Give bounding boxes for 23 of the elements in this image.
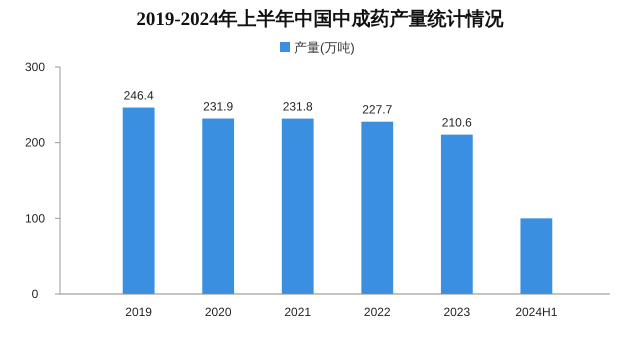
y-tick-label: 300	[24, 60, 46, 74]
x-tick-label: 2024H1	[515, 305, 558, 319]
bar	[282, 118, 314, 294]
bar	[440, 134, 473, 294]
x-tick-label: 2021	[284, 305, 312, 319]
bar	[361, 122, 394, 294]
data-label: 231.8	[282, 100, 314, 114]
data-label: 246.4	[124, 88, 154, 103]
y-tick-label: 100	[24, 211, 46, 226]
x-tick-label: 2019	[125, 305, 152, 319]
data-label: 231.9	[203, 100, 234, 114]
bar	[202, 118, 234, 294]
bar	[122, 108, 155, 294]
data-label: 227.7	[362, 102, 393, 117]
bar	[520, 218, 552, 294]
chart-title: 2019-2024年上半年中国中成药产量统计情况	[136, 8, 505, 30]
x-tick-label: 2022	[364, 305, 391, 319]
data-label: 210.6	[442, 116, 472, 130]
y-tick-label: 0	[32, 287, 39, 301]
x-tick-label: 2023	[443, 305, 470, 319]
y-tick-label: 200	[24, 136, 46, 150]
x-tick-label: 2020	[204, 305, 232, 319]
legend-label: 产量(万吨)	[294, 40, 355, 55]
